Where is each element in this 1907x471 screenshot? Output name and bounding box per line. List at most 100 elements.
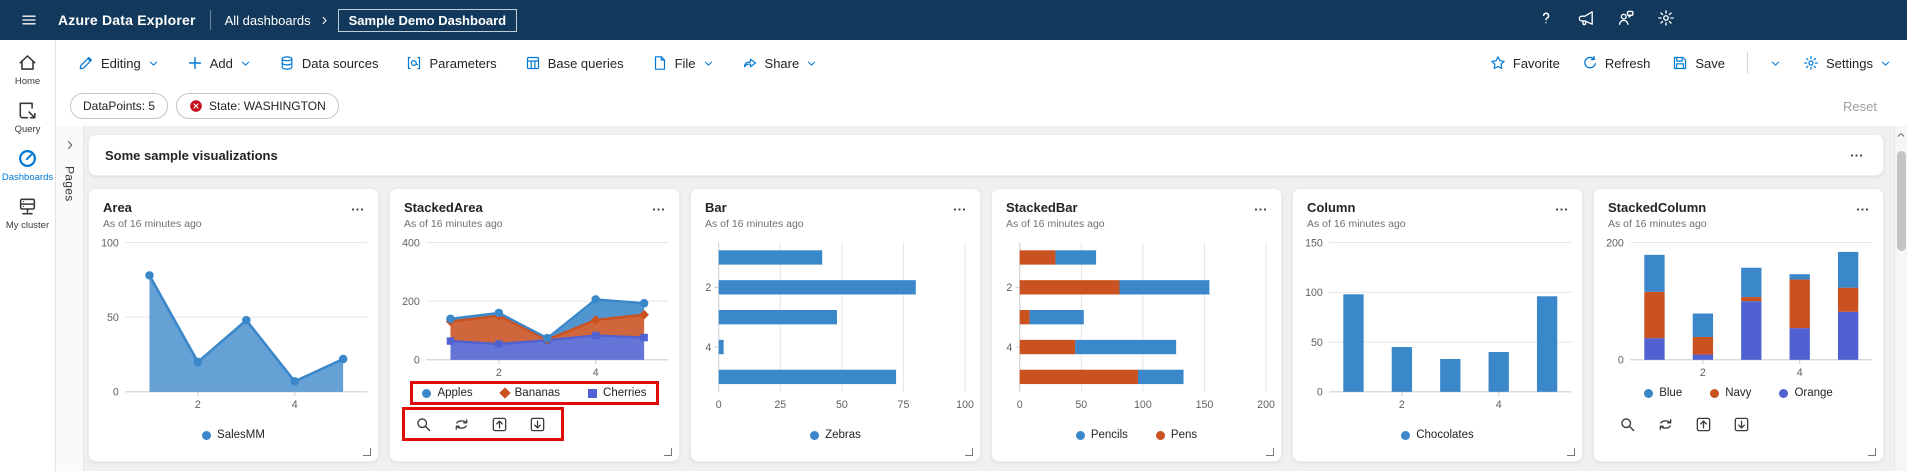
tile-move-up-button[interactable] bbox=[487, 413, 511, 435]
svg-text:25: 25 bbox=[774, 399, 786, 411]
svg-text:100: 100 bbox=[1305, 287, 1323, 299]
cluster-icon bbox=[17, 196, 38, 217]
tile-more-button[interactable] bbox=[1851, 200, 1873, 218]
refresh-button[interactable]: Refresh bbox=[1582, 55, 1650, 71]
resize-handle-icon[interactable] bbox=[363, 448, 371, 456]
tile-search-button[interactable] bbox=[1615, 413, 1639, 435]
sidebar-item-home[interactable]: Home bbox=[1, 52, 55, 87]
remove-filter-circle-x-icon[interactable] bbox=[189, 99, 203, 113]
legend-item-apples[interactable]: Apples bbox=[422, 387, 473, 400]
svg-text:4: 4 bbox=[1797, 367, 1803, 379]
chart-legend: SalesMM bbox=[109, 423, 358, 447]
resize-handle-icon[interactable] bbox=[1266, 448, 1274, 456]
section-more-button[interactable] bbox=[1845, 146, 1867, 164]
dashboard-toolbar: Editing Add Data sources Parameters bbox=[56, 40, 1907, 86]
hamburger-menu-button[interactable] bbox=[14, 5, 44, 35]
announcements-button[interactable] bbox=[1577, 9, 1595, 32]
chart-canvas[interactable]: 0 25 50 75 100 2 4 bbox=[691, 234, 980, 413]
legend-item-orange[interactable]: Orange bbox=[1779, 387, 1833, 399]
breadcrumb-current-dashboard[interactable]: Sample Demo Dashboard bbox=[337, 8, 518, 32]
parameters-button[interactable]: Parameters bbox=[406, 55, 497, 71]
scroll-up-button[interactable] bbox=[1896, 126, 1906, 145]
scrollbar-thumb[interactable] bbox=[1896, 151, 1906, 251]
tile-move-up-button[interactable] bbox=[1691, 413, 1715, 435]
tile-move-down-button[interactable] bbox=[525, 413, 549, 435]
circle-marker-icon bbox=[1155, 430, 1165, 440]
tile-more-button[interactable] bbox=[346, 200, 368, 218]
tile-swap-button[interactable] bbox=[1653, 413, 1677, 435]
svg-text:0: 0 bbox=[1317, 387, 1323, 399]
pages-expand-button[interactable] bbox=[64, 138, 76, 156]
legend-item-bananas[interactable]: Bananas bbox=[498, 387, 560, 399]
sidebar-item-query[interactable]: Query bbox=[1, 100, 55, 135]
save-button[interactable]: Save bbox=[1672, 55, 1725, 71]
tile-more-button[interactable] bbox=[948, 200, 970, 218]
query-icon bbox=[17, 100, 38, 121]
favorite-button[interactable]: Favorite bbox=[1490, 55, 1560, 71]
more-menu-icon bbox=[952, 202, 967, 217]
tile-search-button[interactable] bbox=[411, 413, 435, 435]
sidebar-label: Query bbox=[14, 124, 41, 135]
circle-marker-icon bbox=[202, 430, 212, 440]
svg-text:0: 0 bbox=[113, 387, 119, 399]
help-button[interactable] bbox=[1537, 9, 1555, 32]
file-button[interactable]: File bbox=[652, 55, 714, 71]
circle-marker-icon bbox=[1075, 430, 1085, 440]
editing-mode-button[interactable]: Editing bbox=[78, 55, 159, 71]
legend-item-zebras[interactable]: Zebras bbox=[810, 429, 861, 441]
legend-item-chocolates[interactable]: Chocolates bbox=[1401, 429, 1474, 441]
tile-more-button[interactable] bbox=[647, 200, 669, 218]
chart-canvas[interactable]: 0 200 400 2 4 bbox=[390, 234, 679, 381]
toolbar-label: File bbox=[674, 55, 696, 71]
add-button[interactable]: Add bbox=[187, 55, 251, 71]
svg-text:4: 4 bbox=[593, 367, 599, 379]
resize-handle-icon[interactable] bbox=[664, 448, 672, 456]
chart-canvas[interactable]: 0 50 100 150 2 4 bbox=[1293, 234, 1582, 413]
legend-item-pens[interactable]: Pens bbox=[1155, 429, 1197, 441]
tile-more-button[interactable] bbox=[1550, 200, 1572, 218]
portal-settings-button[interactable] bbox=[1657, 9, 1675, 32]
legend-label: Apples bbox=[437, 387, 473, 400]
filter-pill-state[interactable]: State: WASHINGTON bbox=[176, 93, 339, 119]
chart-canvas[interactable]: 0 50 100 150 200 2 4 bbox=[992, 234, 1281, 413]
legend-item-salesmm[interactable]: SalesMM bbox=[202, 429, 265, 441]
diamond-marker-icon bbox=[498, 387, 511, 399]
resize-handle-icon[interactable] bbox=[965, 448, 973, 456]
chart-legend: Apples Bananas Cherries bbox=[410, 381, 659, 406]
legend-item-cherries[interactable]: Cherries bbox=[588, 387, 647, 399]
tile-move-down-button[interactable] bbox=[1729, 413, 1753, 435]
more-menu-icon bbox=[1554, 202, 1569, 217]
tile-header: Column As of 16 minutes ago bbox=[1293, 189, 1582, 230]
legend-item-blue[interactable]: Blue bbox=[1644, 387, 1682, 399]
reset-filters-button[interactable]: Reset bbox=[1843, 98, 1877, 114]
svg-text:0: 0 bbox=[716, 399, 722, 411]
sidebar-item-my-cluster[interactable]: My cluster bbox=[1, 196, 55, 231]
save-split-menu-button[interactable] bbox=[1770, 58, 1781, 69]
more-menu-icon bbox=[1849, 148, 1864, 163]
legend-items: Blue Navy Orange bbox=[1638, 384, 1839, 402]
tile-more-button[interactable] bbox=[1249, 200, 1271, 218]
legend-item-pencils[interactable]: Pencils bbox=[1075, 429, 1128, 441]
base-queries-button[interactable]: Base queries bbox=[525, 55, 624, 71]
legend-item-navy[interactable]: Navy bbox=[1710, 387, 1751, 399]
resize-handle-icon[interactable] bbox=[1868, 448, 1876, 456]
tile-swap-button[interactable] bbox=[449, 413, 473, 435]
resize-handle-icon[interactable] bbox=[1567, 448, 1575, 456]
breadcrumb-all-dashboards[interactable]: All dashboards bbox=[224, 12, 311, 28]
share-button[interactable]: Share bbox=[742, 55, 818, 71]
settings-button[interactable]: Settings bbox=[1803, 55, 1891, 71]
tile-row: Area As of 16 minutes ago 0 50 100 2 4 Sales… bbox=[88, 188, 1884, 462]
tile-subtitle: As of 16 minutes ago bbox=[103, 218, 202, 230]
feedback-button[interactable] bbox=[1617, 9, 1635, 32]
chart-canvas[interactable]: 0 200 2 4 bbox=[1594, 234, 1883, 381]
data-sources-button[interactable]: Data sources bbox=[279, 55, 378, 71]
filter-pill-datapoints[interactable]: DataPoints: 5 bbox=[70, 93, 169, 119]
chart-tile: StackedArea As of 16 minutes ago 0 200 400… bbox=[389, 188, 680, 462]
tile-title: StackedColumn bbox=[1608, 200, 1707, 215]
sidebar-item-dashboards[interactable]: Dashboards bbox=[1, 148, 55, 183]
square-marker-icon bbox=[588, 388, 598, 398]
star-icon bbox=[1490, 55, 1506, 71]
vertical-scrollbar[interactable] bbox=[1894, 126, 1907, 471]
chart-canvas[interactable]: 0 50 100 2 4 bbox=[89, 234, 378, 413]
app-title: Azure Data Explorer bbox=[58, 12, 196, 28]
